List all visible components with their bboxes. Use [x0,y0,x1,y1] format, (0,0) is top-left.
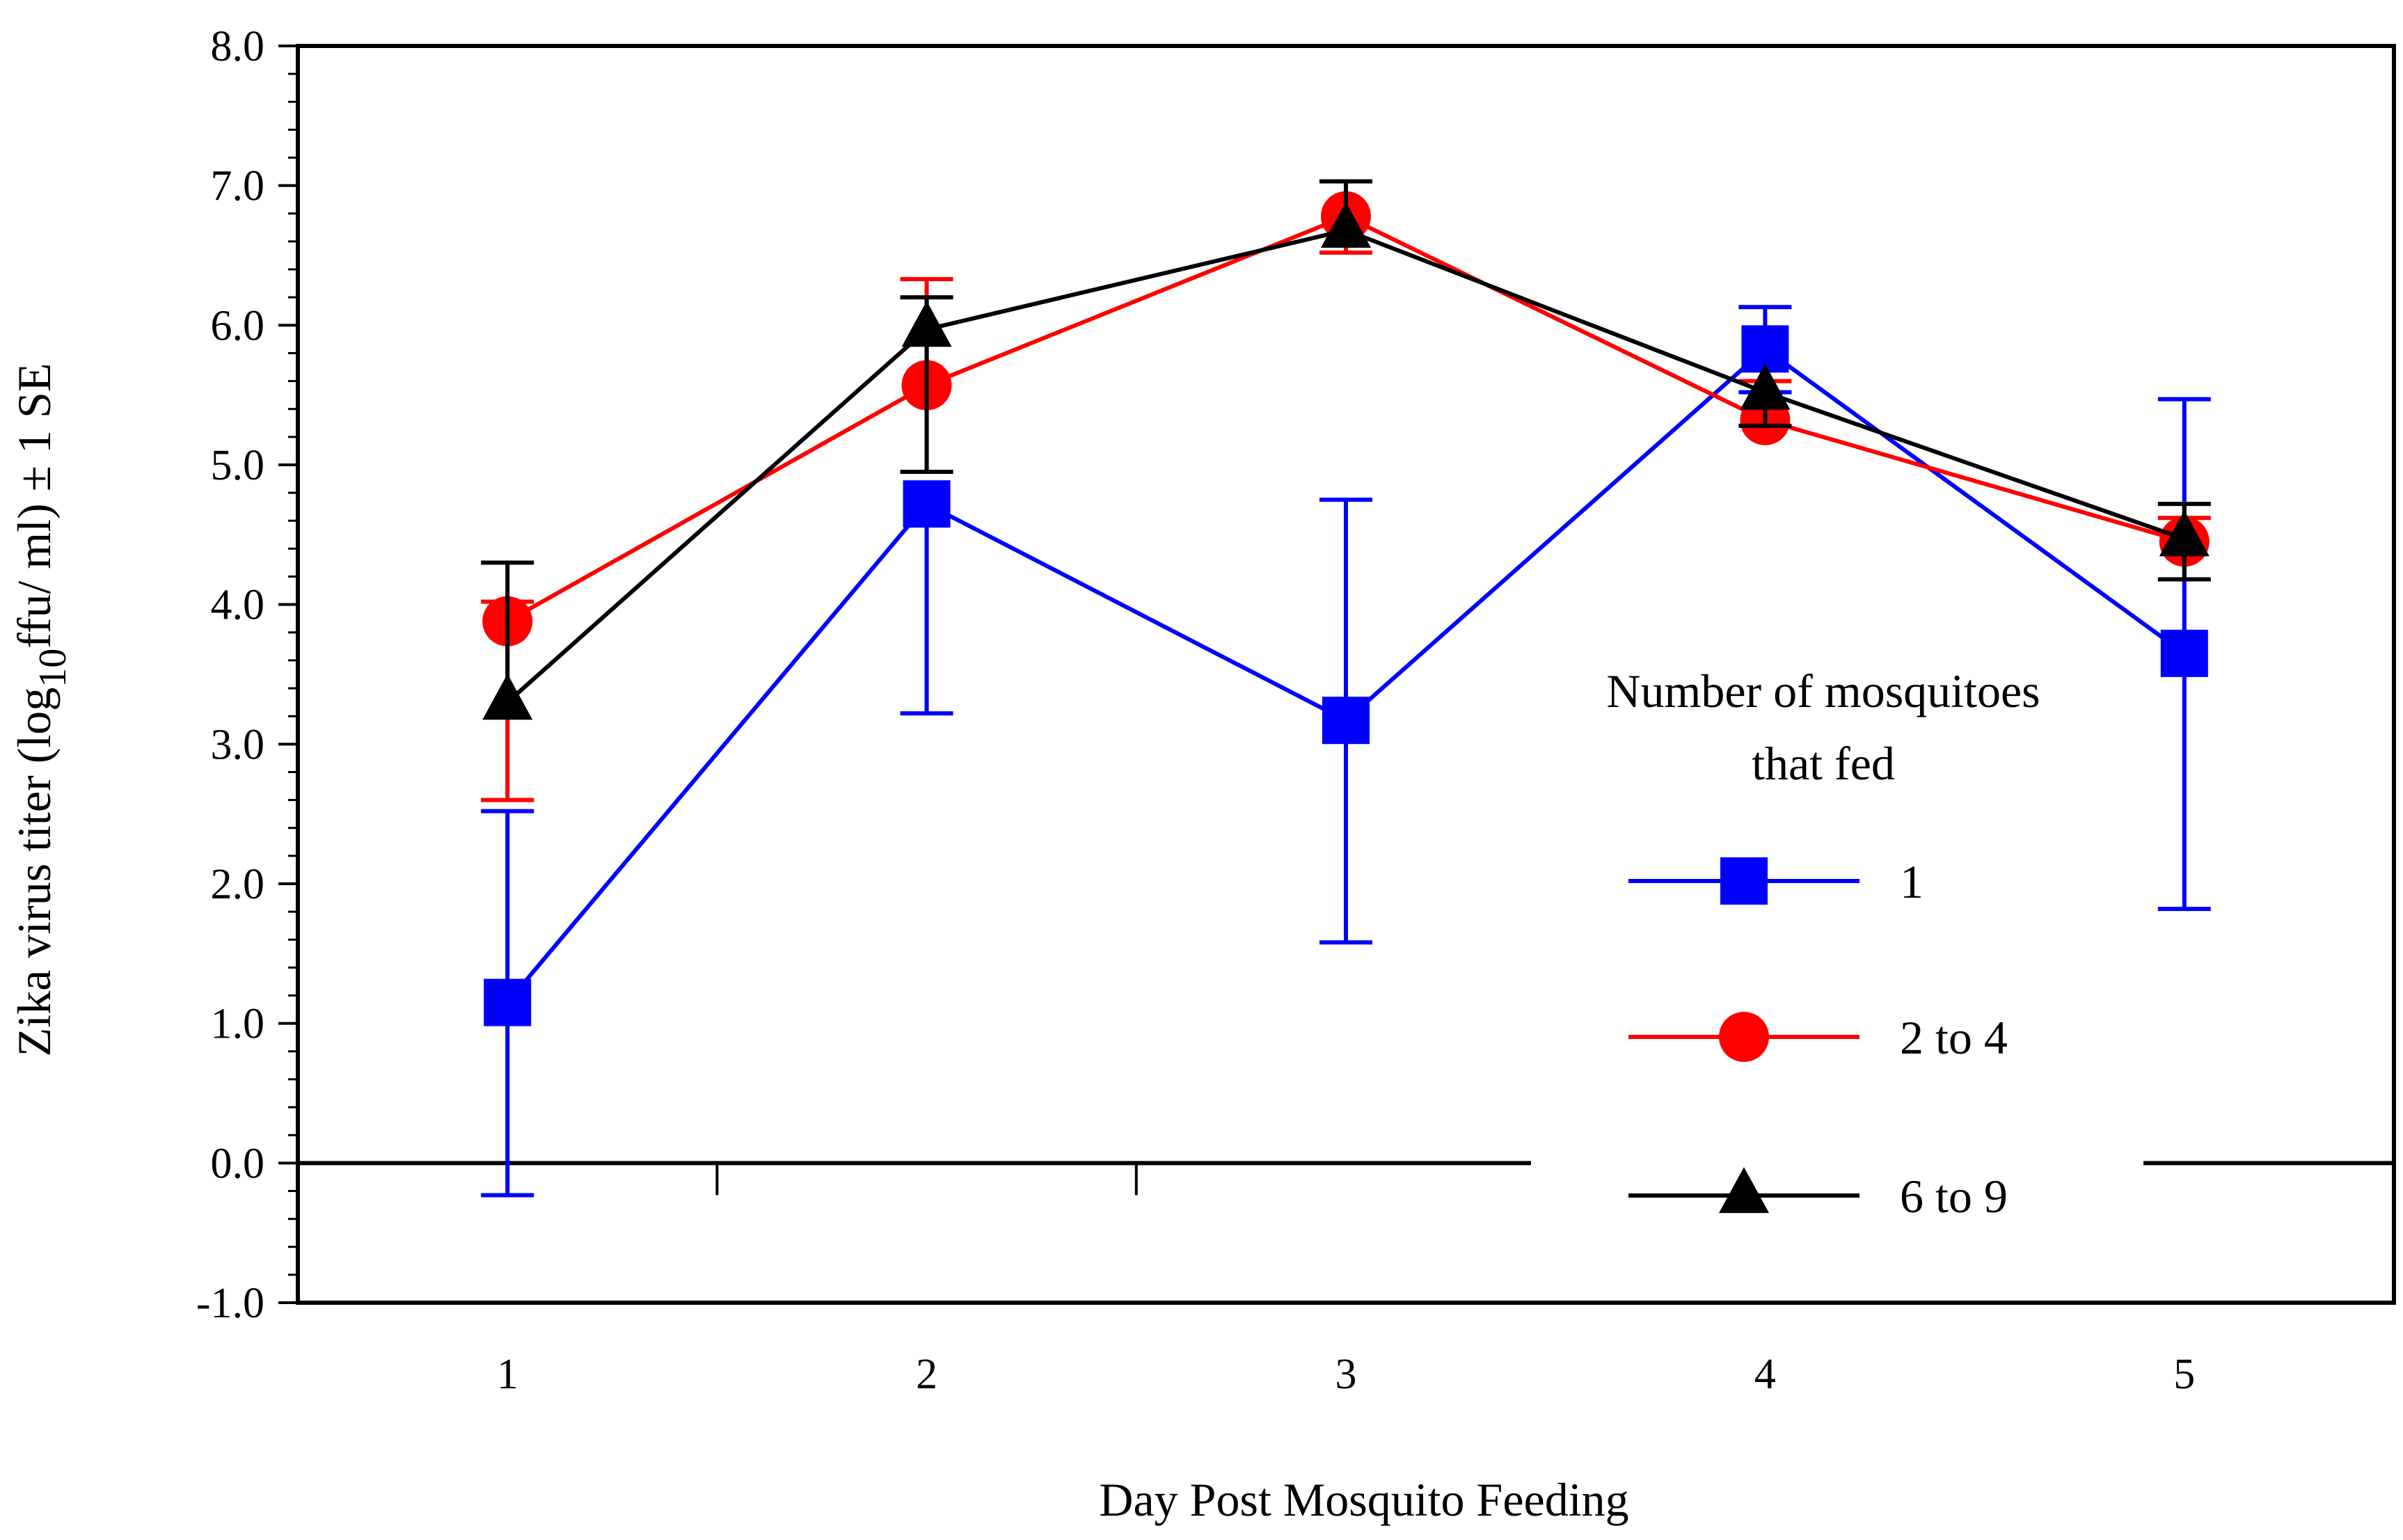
x-tick-label: 5 [2173,1351,2195,1398]
data-point [2160,629,2208,677]
y-tick-label: 4.0 [211,582,265,629]
y-tick-label: 3.0 [211,721,265,768]
data-point [482,674,533,720]
x-tick-label: 3 [1335,1351,1357,1398]
data-point [484,978,532,1026]
x-tick-label: 4 [1754,1351,1776,1398]
legend-marker [1719,1012,1769,1062]
x-tick-label: 1 [497,1351,518,1398]
y-axis-title-subscript: 10 [31,649,74,688]
data-point [1321,201,1371,248]
legend-label: 6 to 9 [1900,1170,2008,1223]
data-point [903,480,951,528]
y-tick-label: 2.0 [211,861,265,908]
y-tick-label: 8.0 [211,23,265,70]
y-tick-label: 7.0 [211,163,265,210]
data-point [1322,697,1370,745]
y-tick-label: 5.0 [211,442,265,489]
y-tick-label: -1.0 [196,1280,264,1327]
legend-marker [1720,857,1768,905]
data-point [901,301,952,347]
y-tick-label: 0.0 [211,1140,265,1187]
y-axis-title-prefix: Zika virus titer (log [8,688,61,1057]
legend-marker [1719,1167,1769,1214]
legend-title-line1: Number of mosquitoes [1606,665,2040,717]
y-tick-label: 6.0 [211,302,265,349]
data-point [2159,510,2210,557]
series-6-to-9 [481,179,2211,720]
data-point [1740,363,1791,410]
x-tick-label: 2 [916,1351,937,1398]
y-axis-title-suffix: ffu/ ml) ± 1 SE [8,363,61,649]
legend-backing [1531,1176,2143,1253]
series-1 [481,305,2211,1198]
legend-title-line2: that fed [1752,737,1895,790]
x-axis-title: Day Post Mosquito Feeding [1099,1473,1628,1526]
legend-label: 1 [1900,855,1924,908]
y-tick-label: 1.0 [211,1001,265,1048]
y-axis-title: Zika virus titer (log10ffu/ ml) ± 1 SE [8,363,74,1057]
plot-frame [296,44,2396,1305]
legend-label: 2 to 4 [1900,1011,2008,1064]
